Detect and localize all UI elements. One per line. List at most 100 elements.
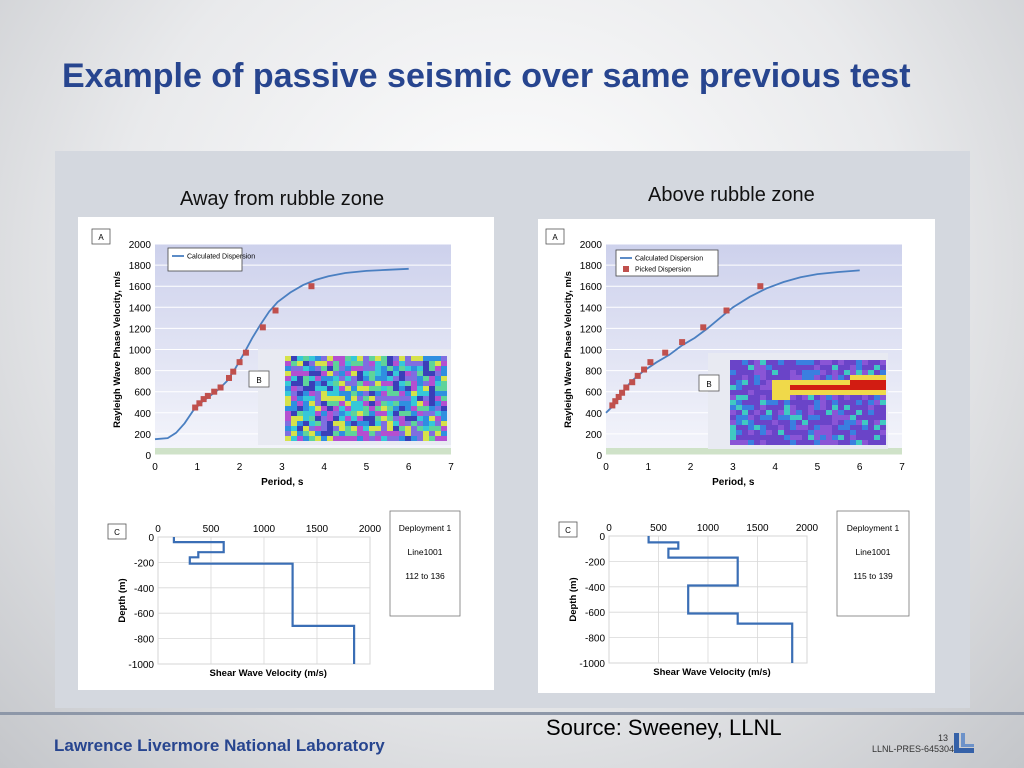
spectrogram-cell [423, 371, 429, 376]
spectrogram-cell [820, 420, 826, 425]
spectrogram-cell [417, 386, 423, 391]
spectrogram-cell [778, 365, 784, 370]
spectrogram-cell [393, 381, 399, 386]
spectrogram-cell [826, 375, 832, 380]
spectrogram-cell [387, 431, 393, 436]
spectrogram-cell [754, 430, 760, 435]
spectrogram-cell [874, 430, 880, 435]
spectrogram-cell [808, 365, 814, 370]
spectrogram-cell [423, 431, 429, 436]
legend-entry: Calculated Dispersion [187, 254, 255, 261]
chart-away-from-rubble: 0 200 400 600 800 1000 1200 1400 1600 1800 2000 0 1 2… [78, 217, 494, 690]
spectrogram-cell [850, 425, 856, 430]
panel-label-c: C [114, 528, 120, 537]
spectrogram-cell [868, 390, 874, 395]
spectrogram-cell [375, 416, 381, 421]
spectrogram-cell [754, 410, 760, 415]
spectrogram-cell [796, 425, 802, 430]
spectrogram-cell [357, 426, 363, 431]
spectrogram-cell [874, 405, 880, 410]
spectrogram-cell [285, 426, 291, 431]
deployment-note-line: Deployment 1 [399, 523, 452, 533]
spectrogram-cell [375, 381, 381, 386]
spectrogram-cell [297, 436, 303, 441]
spectrogram-cell [820, 435, 826, 440]
spectrogram-cell [441, 381, 447, 386]
spectrogram-cell [345, 371, 351, 376]
spectrogram-cell [405, 396, 411, 401]
spectrogram-cell [790, 425, 796, 430]
spectrogram-cell [309, 381, 315, 386]
spectrogram-cell [291, 386, 297, 391]
panel-label-a-box [545, 228, 565, 245]
spectrogram-cell [351, 406, 357, 411]
spectrogram-cell [435, 421, 441, 426]
spectrogram-cell [393, 421, 399, 426]
spectrogram-cell [345, 356, 351, 361]
spectrogram-cell [375, 386, 381, 391]
spectrogram-cell [429, 436, 435, 441]
spectrogram-cell [868, 440, 874, 445]
spectrogram-cell [309, 356, 315, 361]
y-tick-label: 1200 [129, 324, 152, 335]
spectrogram-cell [802, 435, 808, 440]
spectrogram-cell [411, 436, 417, 441]
spectrogram-cell [405, 366, 411, 371]
spectrogram-cell [790, 380, 796, 385]
spectrogram-cell [387, 376, 393, 381]
spectrogram-cell [351, 361, 357, 366]
spectrogram-cell [417, 431, 423, 436]
spectrogram-cell [315, 436, 321, 441]
y-tick-label: 1200 [580, 324, 603, 335]
spectrogram-cell [429, 391, 435, 396]
spectrogram-cell [766, 430, 772, 435]
spectrogram-cell [742, 430, 748, 435]
spectrogram-cell [832, 440, 838, 445]
spectrogram-cell [417, 401, 423, 406]
spectrogram-cell [423, 361, 429, 366]
spectrogram-cell [303, 431, 309, 436]
spectrogram-cell [838, 370, 844, 375]
spectrogram-cell [790, 435, 796, 440]
spectrogram-cell [772, 405, 778, 410]
spectrogram-cell [393, 386, 399, 391]
spectrogram-cell [850, 385, 856, 390]
spectrogram-cell [778, 360, 784, 365]
spectrogram-cell [405, 406, 411, 411]
spectrogram-cell [778, 410, 784, 415]
spectrogram-cell [778, 375, 784, 380]
spectrogram-cell [742, 370, 748, 375]
picked-dispersion-point [609, 402, 616, 409]
y-tick-label: 2000 [129, 240, 152, 251]
spectrogram-cell [850, 365, 856, 370]
spectrogram-cell [363, 431, 369, 436]
spectrogram-cell [441, 411, 447, 416]
spectrogram-cell [796, 400, 802, 405]
spectrogram-cell [802, 410, 808, 415]
spectrogram-cell [874, 400, 880, 405]
spectrogram-cell [303, 406, 309, 411]
x-tick-label: 3 [279, 462, 285, 473]
spectrogram-cell [784, 390, 790, 395]
spectrogram-cell [850, 360, 856, 365]
spectrogram-cell [381, 421, 387, 426]
spectrogram-cell [321, 416, 327, 421]
spectrogram-cell [808, 395, 814, 400]
spectrogram-cell [802, 385, 808, 390]
spectrogram-cell [303, 356, 309, 361]
spectrogram-cell [315, 416, 321, 421]
spectrogram-cell [766, 375, 772, 380]
spectrogram-cell [766, 380, 772, 385]
picked-dispersion-point [647, 359, 654, 366]
spectrogram-cell [351, 416, 357, 421]
spectrogram-cell [850, 380, 856, 385]
spectrogram-cell [862, 395, 868, 400]
spectrogram-cell [820, 390, 826, 395]
spectrogram-cell [862, 430, 868, 435]
spectrogram-cell [748, 435, 754, 440]
spectrogram-cell [874, 415, 880, 420]
spectrogram-cell [429, 431, 435, 436]
spectrogram-cell [327, 411, 333, 416]
spectrogram-cell [802, 430, 808, 435]
spectrogram-cell [375, 426, 381, 431]
